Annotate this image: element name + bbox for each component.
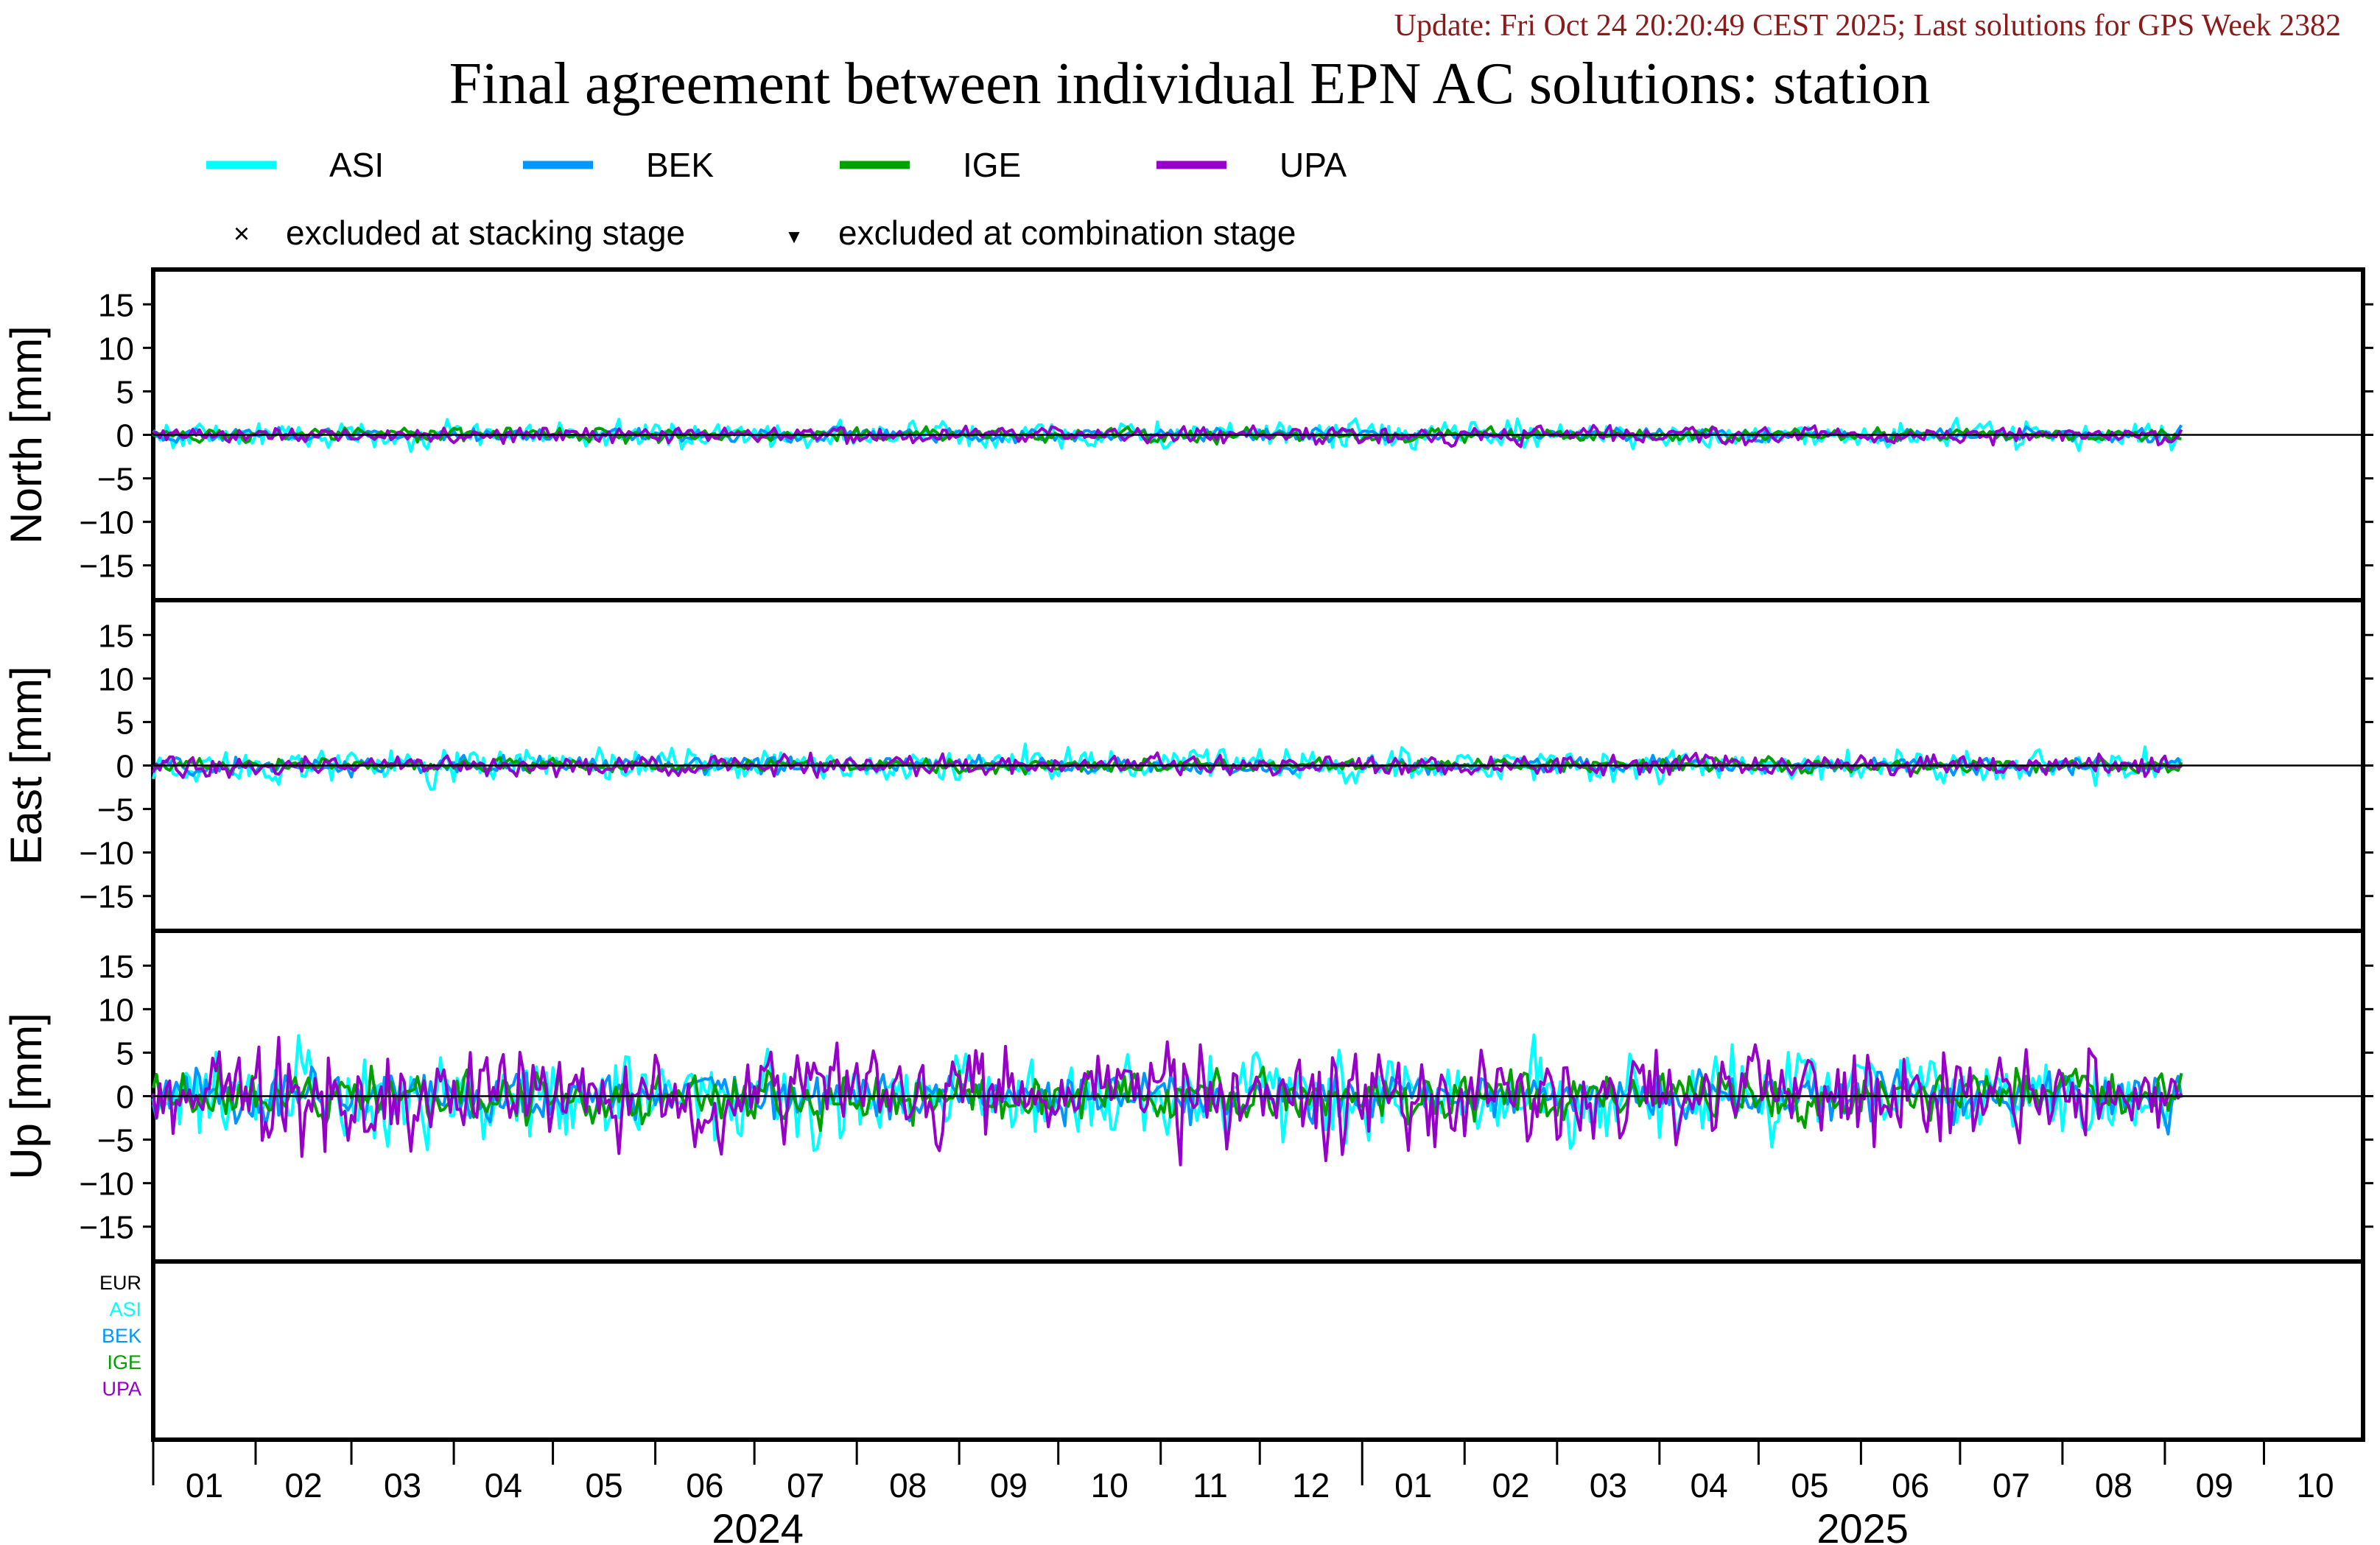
month-tick-label: 06	[1892, 1466, 1929, 1504]
y-tick-label: 0	[116, 1080, 134, 1116]
month-tick-label: 03	[384, 1466, 421, 1504]
bottom-label-panel: EUR ASI BEK IGE UPA	[99, 1259, 2365, 1442]
y-tick-label: −15	[79, 549, 134, 585]
month-tick-label: 01	[1394, 1466, 1432, 1504]
year-label: 2025	[1816, 1505, 1909, 1545]
plot-panels: 15 10 5 0 −5 −10 −15 North [mm] 15 10 5 0 −5 −10 −15 Ea…	[1, 267, 2373, 1264]
month-tick-label: 02	[284, 1466, 322, 1504]
month-tick-label: 11	[1193, 1466, 1228, 1504]
month-tick-label: 04	[1691, 1466, 1728, 1504]
x-axis: 01 02 03 04 05 06 07 08 09 10 11 12 01 02 03 04 05 06 07 08…	[152, 1440, 2334, 1545]
marker-legend-label: excluded at stacking stage	[286, 214, 685, 252]
triangle-marker-icon: ▼	[784, 225, 804, 247]
y-tick-label: 0	[116, 418, 134, 454]
bottom-panel-frame	[151, 1259, 2365, 1442]
month-tick-label: 10	[2296, 1466, 2334, 1504]
month-tick-label: 01	[186, 1466, 223, 1504]
y-tick-label: −10	[79, 836, 134, 872]
marker-legend-label: excluded at combination stage	[838, 214, 1296, 252]
month-tick-label: 06	[686, 1466, 723, 1504]
month-tick-label: 07	[787, 1466, 824, 1504]
y-tick-label: −5	[97, 1123, 134, 1159]
bottom-label-upa: UPA	[102, 1378, 141, 1400]
legend-label-bek: BEK	[646, 146, 714, 184]
legend-label-asi: ASI	[329, 146, 384, 184]
y-tick-label: −10	[79, 505, 134, 541]
update-info: Update: Fri Oct 24 20:20:49 CEST 2025; L…	[1394, 9, 2341, 43]
month-tick-label: 04	[485, 1466, 522, 1504]
y-axis-label: Up [mm]	[1, 1013, 51, 1180]
y-tick-label: 15	[98, 618, 134, 654]
y-tick-label: 15	[98, 287, 134, 323]
y-tick-label: −15	[79, 1210, 134, 1246]
y-axis-label: North [mm]	[1, 325, 51, 544]
y-tick-label: 15	[98, 949, 134, 985]
panel-up: 15 10 5 0 −5 −10 −15 Up [mm]	[1, 929, 2373, 1264]
y-axis-label: East [mm]	[1, 666, 51, 865]
bottom-label-bek: BEK	[102, 1325, 141, 1347]
cross-marker-icon: ×	[234, 219, 250, 250]
legend: ASI BEK IGE UPA × excluded at stacking stage ▼…	[206, 146, 1347, 252]
y-tick-label: 10	[98, 992, 134, 1028]
month-tick-label: 08	[889, 1466, 927, 1504]
month-tick-label: 12	[1292, 1466, 1330, 1504]
y-tick-label: 10	[98, 331, 134, 367]
y-tick-label: −10	[79, 1166, 134, 1203]
month-tick-label: 02	[1492, 1466, 1529, 1504]
month-tick-label: 07	[1993, 1466, 2030, 1504]
year-label: 2024	[712, 1505, 804, 1545]
legend-label-ige: IGE	[963, 146, 1021, 184]
month-tick-label: 09	[990, 1466, 1028, 1504]
month-tick-label: 09	[2196, 1466, 2233, 1504]
y-tick-label: 5	[116, 705, 134, 741]
y-tick-label: 10	[98, 661, 134, 697]
y-tick-label: −5	[97, 792, 134, 828]
panel-east: 15 10 5 0 −5 −10 −15 East [mm]	[1, 598, 2373, 933]
y-tick-label: 5	[116, 374, 134, 410]
y-tick-label: −15	[79, 879, 134, 915]
month-tick-label: 08	[2095, 1466, 2132, 1504]
panel-north: 15 10 5 0 −5 −10 −15 North [mm]	[1, 267, 2373, 602]
y-tick-label: −5	[97, 462, 134, 498]
bottom-label-eur: EUR	[99, 1272, 141, 1294]
month-tick-label: 03	[1590, 1466, 1627, 1504]
y-tick-label: 0	[116, 749, 134, 785]
bottom-label-ige: IGE	[107, 1351, 141, 1373]
bottom-label-asi: ASI	[109, 1298, 141, 1320]
month-tick-label: 10	[1091, 1466, 1128, 1504]
y-tick-label: 5	[116, 1035, 134, 1071]
month-tick-label: 05	[1791, 1466, 1828, 1504]
legend-label-upa: UPA	[1279, 146, 1347, 184]
month-tick-label: 05	[586, 1466, 623, 1504]
chart-title: Final agreement between individual EPN A…	[449, 52, 1931, 116]
